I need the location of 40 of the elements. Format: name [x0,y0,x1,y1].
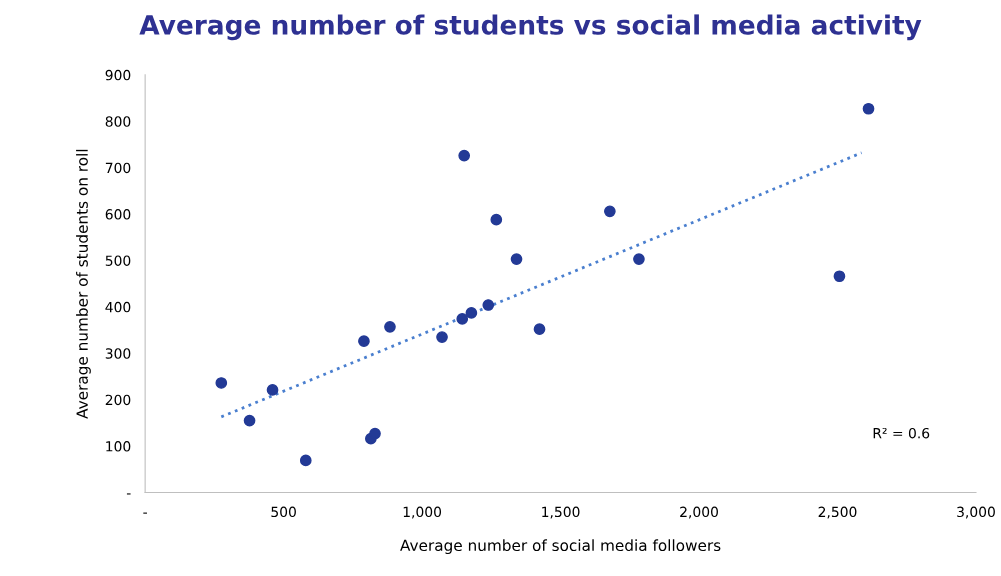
x-tick-label: 2,500 [818,506,857,519]
y-tick-label: 800 [105,116,131,127]
point [604,205,616,218]
point [458,149,471,162]
point [243,414,256,427]
y-tick-label: 300 [105,348,131,359]
x-tick-label: 2,000 [680,506,718,519]
y-tick-label: 500 [105,255,131,266]
x-tick-label: 1,000 [403,506,442,519]
point [456,313,469,325]
y-tick-label: - [126,493,131,495]
x-tick-label: 1,500 [542,506,580,519]
x-axis-title: Average number of social media followers [400,539,721,555]
x-tick-label: 500 [271,506,296,518]
point [465,307,478,319]
point [510,253,523,265]
point [862,102,875,115]
point [833,270,846,283]
annotation: R² = 0.6 [873,427,930,439]
point [482,299,495,311]
y-tick-label: 100 [106,441,131,452]
point [358,335,370,348]
point [436,331,448,343]
y-tick-label: 700 [105,162,131,174]
point [266,384,279,396]
point [533,323,546,335]
chart-title: Average number of students vs social media activity [139,14,922,41]
y-tick-label: 200 [105,394,131,406]
point [490,213,503,226]
x-tick-label: 3,000 [957,506,995,519]
point [299,454,312,467]
y-tick-label: 400 [105,301,131,313]
y-tick-label: 900 [105,69,131,81]
point [384,320,396,333]
point [369,427,381,440]
y-tick-label: 600 [105,209,131,220]
point [215,377,228,389]
y-axis-title: Average number of students on roll [76,149,91,419]
point [633,253,645,265]
x-tick-label: - [143,512,147,514]
